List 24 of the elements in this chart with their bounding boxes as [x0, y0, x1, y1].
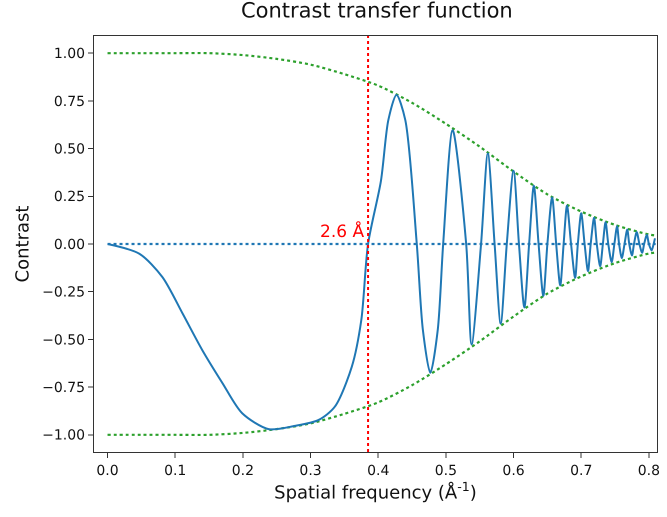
x-tick-label: 0.1 [164, 462, 186, 479]
x-tick-label: 0.8 [638, 462, 660, 479]
x-tick-label: 0.5 [434, 462, 458, 479]
y-tick-label: 0.00 [54, 236, 86, 253]
y-axis-title: Contrast [12, 206, 34, 282]
line-series [106, 52, 657, 237]
x-tick-label: 0.7 [570, 462, 592, 479]
y-tick-label: 0.50 [54, 141, 86, 158]
x-tick-label: 0.2 [232, 462, 254, 479]
ref-line-label: 2.6 Å [320, 221, 364, 242]
y-tick-label: −0.25 [42, 284, 86, 301]
x-tick-label: 0.6 [502, 462, 525, 479]
y-tick-label: 0.75 [54, 94, 86, 110]
x-axis-title: Spatial frequency (Å$^{-1}$) [274, 478, 477, 504]
x-tick-label: 0.4 [367, 462, 390, 479]
y-tick-label: 0.25 [54, 189, 86, 206]
line-series [106, 251, 657, 436]
y-tick-label: 1.00 [54, 46, 86, 62]
chart-title: Contrast transfer function [240, 0, 513, 22]
y-tick-label: −0.75 [42, 380, 86, 396]
x-tick-label: 0.0 [96, 462, 119, 479]
y-tick-label: −0.50 [42, 332, 86, 348]
y-tick-label: −1.00 [42, 428, 86, 444]
x-tick-label: 0.3 [299, 462, 322, 479]
